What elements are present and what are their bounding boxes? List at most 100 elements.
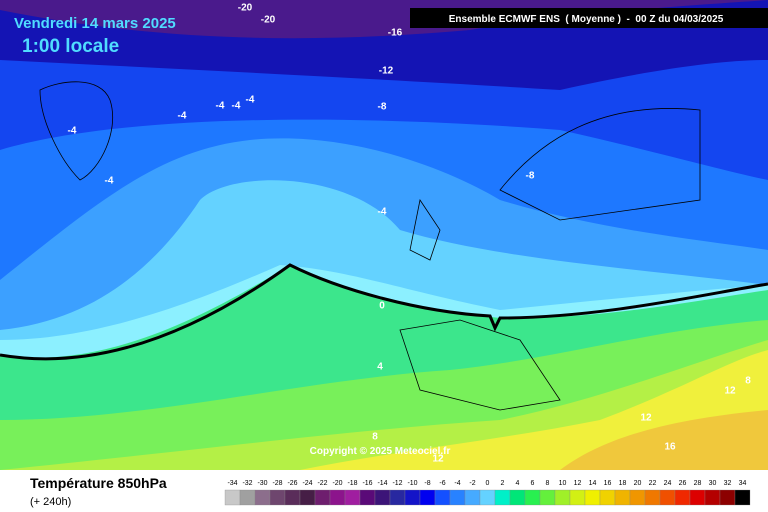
legend-swatch [479, 489, 496, 506]
contour-label: 8 [372, 432, 378, 443]
legend-swatch [314, 489, 331, 506]
legend-swatch [524, 489, 541, 506]
legend-label: 0 [486, 480, 490, 487]
contour-label: -20 [238, 3, 253, 14]
legend-swatch [374, 489, 391, 506]
legend-label: -26 [287, 480, 297, 487]
contour-label: -20 [261, 15, 276, 26]
zero-contour [0, 263, 768, 361]
contour-label: -4 [178, 111, 187, 122]
legend-swatch [284, 489, 301, 506]
legend-swatch [584, 489, 601, 506]
contour-label: 0 [379, 301, 385, 312]
legend-swatch [254, 489, 271, 506]
contour-label: -8 [526, 171, 535, 182]
contour-label: -4 [216, 101, 225, 112]
date: Vendredi 14 mars 2025 [14, 15, 176, 32]
contour-label: 4 [377, 362, 383, 373]
legend-swatch [659, 489, 676, 506]
footer-lead: (+ 240h) [30, 496, 71, 508]
legend-label: 14 [589, 480, 597, 487]
legend-label: -4 [454, 480, 460, 487]
legend-swatch [269, 489, 286, 506]
legend-label: 6 [531, 480, 535, 487]
legend-label: 24 [664, 480, 672, 487]
legend-label: -28 [272, 480, 282, 487]
legend-swatch [614, 489, 631, 506]
legend-label: 10 [559, 480, 567, 487]
contour-label: 12 [432, 454, 444, 465]
legend-label: 4 [516, 480, 520, 487]
legend-label: -2 [469, 480, 475, 487]
legend-label: 28 [694, 480, 702, 487]
copyright: Copyright © 2025 Meteociel.fr [310, 446, 451, 457]
legend-swatch [509, 489, 526, 506]
legend-swatch [239, 489, 256, 506]
model-box [410, 8, 768, 28]
contour-labels: -20 -20 -16 -12 -8 -4 -4 -4 -4 -4 -4 -8 -4 0 4 8 12 12 8 12… [68, 3, 752, 465]
legend-swatch [674, 489, 691, 506]
legend-label: 34 [739, 480, 747, 487]
legend-label: -34 [227, 480, 237, 487]
legend-label: 20 [634, 480, 642, 487]
legend-label: 22 [649, 480, 657, 487]
legend-label: -20 [332, 480, 342, 487]
contour-label: 12 [724, 386, 736, 397]
legend-label: 30 [709, 480, 717, 487]
coastline [39, 81, 701, 411]
legend-label: -10 [407, 480, 417, 487]
contour-label: -16 [388, 28, 403, 39]
legend-swatch [569, 489, 586, 506]
legend-label: -12 [392, 480, 402, 487]
legend-swatch [434, 489, 451, 506]
footer-title: Température 850hPa [30, 475, 167, 491]
legend-swatch [299, 489, 316, 506]
contour-label: -4 [246, 95, 255, 106]
legend-swatch [419, 489, 436, 506]
contour-label: 8 [745, 376, 751, 387]
band [560, 410, 768, 470]
legend-swatch [599, 489, 616, 506]
legend-label: 8 [546, 480, 550, 487]
map [0, 0, 768, 470]
legend-swatch [629, 489, 646, 506]
legend-swatch [494, 489, 511, 506]
legend-label: 12 [574, 480, 582, 487]
legend-swatch [464, 489, 481, 506]
legend-label: 32 [724, 480, 732, 487]
legend-swatch [644, 489, 661, 506]
legend-swatch [734, 489, 751, 506]
legend-label: -16 [362, 480, 372, 487]
legend-swatch [344, 489, 361, 506]
legend-label: -32 [242, 480, 252, 487]
contour-label: -8 [378, 102, 387, 113]
legend-swatch [719, 489, 736, 506]
legend-swatch [539, 489, 556, 506]
legend-swatch [329, 489, 346, 506]
legend-label: -6 [439, 480, 445, 487]
contour-label: 16 [664, 442, 676, 453]
contour-label: -4 [378, 207, 387, 218]
legend-label: 16 [604, 480, 612, 487]
legend-label: -18 [347, 480, 357, 487]
contour-label: -12 [379, 66, 394, 77]
legend-swatch [689, 489, 706, 506]
legend-label: 18 [619, 480, 627, 487]
legend-label: -22 [317, 480, 327, 487]
time: 1:00 locale [22, 36, 119, 57]
legend-swatch [449, 489, 466, 506]
legend-swatch [359, 489, 376, 506]
legend-label: -24 [302, 480, 312, 487]
legend-swatch [224, 489, 241, 506]
legend: -34 -32 -30 -28 -26 -24 -22 -20 -18 -16 -14 -12 -10-… [224, 480, 751, 506]
model-text: Ensemble ECMWF ENS ( Moyenne ) - 00 Z du… [449, 14, 724, 25]
legend-swatch [389, 489, 406, 506]
legend-swatch [404, 489, 421, 506]
legend-label: -8 [424, 480, 430, 487]
contour-label: -4 [232, 101, 241, 112]
legend-label: -14 [377, 480, 387, 487]
legend-label: 2 [501, 480, 505, 487]
legend-label: -30 [257, 480, 267, 487]
legend-swatch [704, 489, 721, 506]
